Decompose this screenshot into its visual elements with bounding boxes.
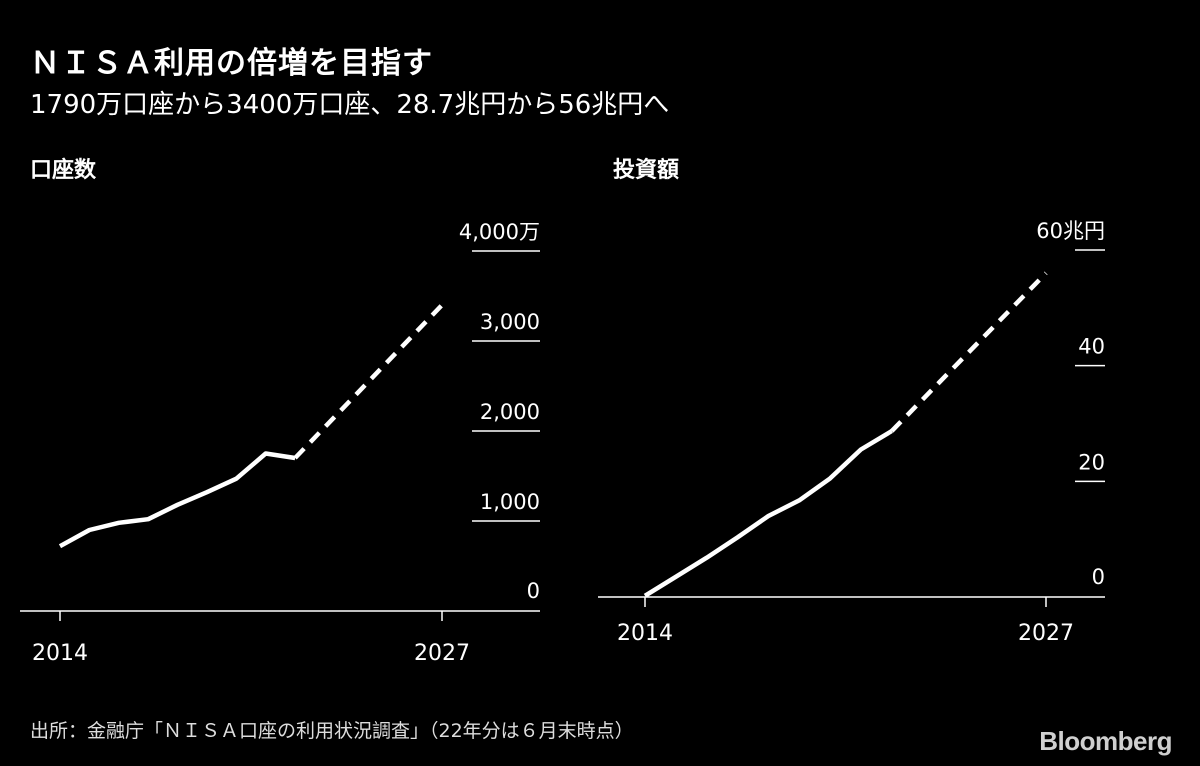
investment-y-tick-label: 40	[1078, 335, 1105, 359]
investment-x-tick-label: 2014	[617, 621, 673, 646]
panel-title-investment: 投資額	[613, 158, 680, 183]
investment-y-tick-label: 20	[1078, 450, 1105, 474]
accounts-y-tick-label: 3,000	[480, 310, 540, 334]
panel-title-accounts: 口座数	[30, 158, 97, 183]
investment-y-tick-label: 60兆円	[1036, 219, 1105, 243]
accounts-y-tick-label: 4,000万	[459, 220, 540, 244]
investment-x-tick-label: 2027	[1018, 621, 1074, 646]
accounts-y-tick-label: 2,000	[480, 400, 540, 424]
accounts-y-tick-label: 0	[527, 579, 540, 603]
investment-y-tick-label: 0	[1092, 565, 1105, 589]
accounts-x-tick-label: 2027	[414, 641, 470, 666]
bloomberg-logo: Bloomberg	[1039, 726, 1172, 756]
accounts-y-tick-label: 1,000	[480, 490, 540, 514]
accounts-x-tick-label: 2014	[32, 641, 88, 666]
chart-title: ＮＩＳＡ利用の倍増を目指す	[30, 46, 433, 81]
investment-actual-line	[643, 429, 893, 598]
accounts-actual-line	[58, 451, 296, 549]
investment-target-line	[890, 271, 1048, 433]
accounts-target-line	[293, 303, 444, 460]
chart-subtitle: 1790万口座から3400万口座、28.7兆円から56兆円へ	[30, 90, 670, 120]
source-note: 出所：金融庁「ＮＩＳＡ口座の利用状況調査」（22年分は６月末時点）	[30, 720, 634, 742]
